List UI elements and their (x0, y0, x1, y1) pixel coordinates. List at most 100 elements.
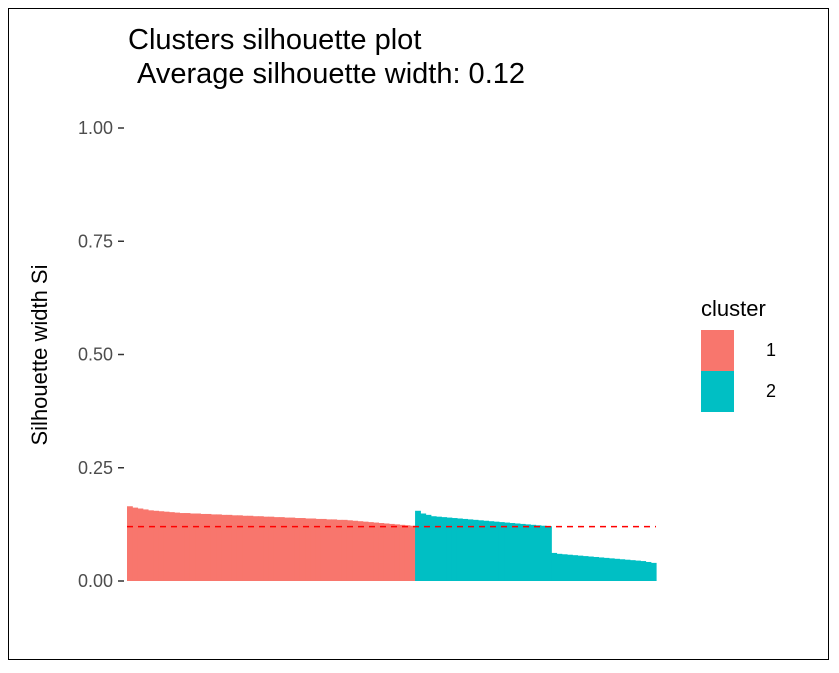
bar-cluster1-39 (331, 519, 338, 581)
bar-cluster2-21 (525, 524, 531, 581)
bar-cluster1-35 (310, 518, 317, 581)
bar-cluster2-26 (551, 552, 558, 581)
bar-cluster1-41 (341, 519, 348, 581)
bar-cluster2-18 (509, 523, 516, 581)
bar-cluster1-38 (326, 519, 332, 581)
bar-cluster2-34 (593, 556, 599, 581)
bar-cluster2-37 (608, 558, 615, 581)
bar-cluster2-1 (420, 513, 427, 581)
bar-cluster2-36 (603, 557, 610, 581)
bar-cluster1-4 (147, 510, 154, 581)
bar-cluster1-53 (404, 525, 411, 581)
bar-cluster1-54 (409, 525, 416, 581)
bar-cluster2-7 (451, 518, 458, 581)
bar-cluster1-12 (189, 513, 196, 581)
bar-cluster2-35 (598, 557, 605, 581)
bar-cluster2-17 (504, 522, 510, 581)
bar-cluster1-22 (242, 515, 249, 581)
y-tick-label-0: 0.00 (78, 571, 113, 591)
bar-cluster2-33 (587, 556, 594, 581)
bar-cluster2-4 (436, 516, 442, 581)
bar-cluster1-33 (299, 518, 306, 581)
legend-swatch-2 (701, 371, 734, 412)
bar-cluster1-7 (163, 511, 170, 581)
bar-cluster2-5 (441, 517, 448, 581)
y-tick-label-1: 0.25 (78, 458, 113, 478)
bar-cluster2-0 (415, 510, 421, 581)
bar-cluster1-27 (268, 516, 275, 581)
bar-cluster1-0 (127, 506, 133, 581)
bar-cluster2-28 (561, 554, 568, 581)
y-tick-label-2: 0.50 (78, 345, 113, 365)
bar-cluster1-9 (174, 512, 180, 581)
bar-cluster1-44 (357, 521, 364, 581)
bar-cluster1-29 (278, 517, 285, 581)
bar-cluster1-26 (263, 516, 270, 581)
bar-cluster1-49 (383, 523, 390, 581)
y-tick-label-3: 0.75 (78, 231, 113, 251)
bar-cluster1-13 (195, 513, 201, 581)
bar-cluster1-42 (346, 520, 353, 581)
bar-cluster2-15 (493, 521, 500, 581)
bar-cluster2-16 (498, 522, 505, 581)
chart-title: Clusters silhouette plot (128, 24, 422, 56)
bar-cluster1-52 (399, 524, 406, 581)
bar-cluster2-25 (546, 526, 552, 581)
bar-cluster1-43 (352, 520, 359, 581)
bar-cluster2-8 (456, 518, 463, 581)
bar-cluster1-36 (315, 518, 322, 581)
bar-cluster1-5 (153, 510, 160, 581)
bar-cluster1-23 (247, 515, 254, 581)
bar-cluster1-25 (257, 516, 264, 581)
legend-title: cluster (701, 296, 766, 321)
bar-cluster1-3 (142, 509, 149, 581)
bar-cluster2-32 (582, 556, 589, 581)
bar-cluster1-31 (289, 517, 296, 581)
bar-cluster2-19 (514, 523, 521, 581)
bar-cluster1-37 (320, 518, 327, 581)
bar-cluster2-14 (488, 521, 495, 581)
bar-cluster2-9 (462, 518, 469, 581)
legend-label-2: 2 (766, 381, 777, 401)
bar-cluster1-34 (305, 518, 311, 581)
bar-cluster2-45 (650, 562, 657, 581)
bar-cluster1-19 (226, 514, 233, 581)
bar-cluster1-24 (252, 516, 259, 581)
bar-cluster2-23 (535, 525, 542, 581)
bar-cluster2-24 (540, 525, 547, 581)
bar-cluster1-47 (373, 522, 380, 581)
bar-cluster1-50 (388, 523, 395, 581)
bar-cluster1-48 (378, 523, 385, 581)
bar-cluster2-13 (483, 520, 489, 581)
bar-cluster1-2 (137, 508, 144, 581)
y-tick-label-4: 1.00 (78, 118, 113, 138)
legend-item-1: 1 (701, 330, 776, 371)
bar-cluster1-16 (210, 514, 217, 581)
bar-cluster2-10 (467, 519, 474, 581)
bar-cluster2-31 (577, 555, 584, 581)
bar-cluster1-18 (221, 514, 228, 581)
bar-cluster2-2 (425, 514, 432, 581)
bar-cluster2-44 (645, 561, 652, 581)
bar-cluster2-42 (635, 560, 641, 581)
bar-cluster2-38 (614, 558, 620, 581)
bar-cluster1-15 (205, 513, 212, 581)
bar-cluster1-10 (179, 513, 186, 581)
bar-cluster2-20 (519, 523, 526, 581)
bar-cluster1-1 (132, 507, 139, 581)
bar-cluster2-41 (629, 560, 636, 581)
bar-cluster1-17 (216, 514, 222, 581)
bar-cluster2-11 (472, 519, 479, 581)
bar-cluster2-12 (477, 520, 484, 581)
bar-cluster2-30 (572, 555, 579, 581)
bar-cluster1-8 (168, 512, 175, 581)
bar-cluster1-51 (394, 524, 400, 581)
legend: cluster 1 2 (701, 296, 776, 412)
legend-item-2: 2 (701, 371, 776, 412)
bar-cluster1-6 (158, 511, 165, 581)
bar-cluster2-27 (556, 553, 563, 581)
bar-cluster1-21 (236, 515, 243, 581)
bar-cluster1-32 (294, 518, 301, 581)
bar-cluster2-39 (619, 559, 626, 581)
